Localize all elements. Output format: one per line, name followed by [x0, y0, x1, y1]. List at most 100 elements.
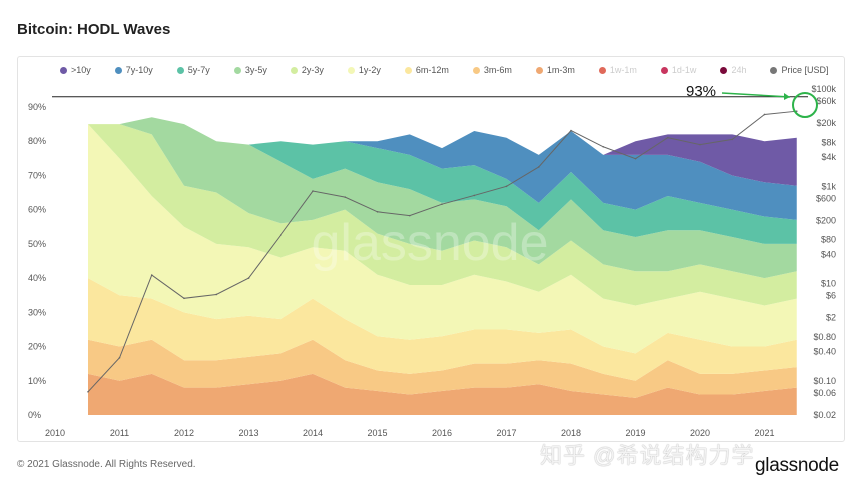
legend-item[interactable]: 1y-2y — [347, 65, 381, 75]
y-tick-label: 10% — [28, 376, 46, 386]
legend-swatch — [472, 66, 480, 74]
x-tick-label: 2014 — [303, 428, 323, 438]
legend-label: 1m-3m — [546, 65, 575, 75]
annotation-label: 93% — [686, 83, 716, 100]
legend-label: 1w-1m — [609, 65, 637, 75]
legend-item[interactable]: >10y — [60, 65, 91, 75]
price-point — [118, 356, 121, 359]
legend-item[interactable]: 3m-6m — [472, 65, 512, 75]
legend-swatch — [233, 66, 241, 74]
legend-swatch — [347, 66, 355, 74]
price-point — [344, 196, 347, 198]
area-2y-3y — [88, 124, 797, 306]
y2-tick-label: $600 — [816, 193, 836, 203]
area-1y-2y — [88, 124, 797, 354]
y2-tick-label: $80 — [821, 235, 836, 245]
y-tick-label: 90% — [28, 102, 46, 112]
legend-item[interactable]: 1d-1w — [660, 65, 697, 75]
legend-swatch — [114, 66, 122, 74]
legend-label: 1d-1w — [671, 65, 697, 75]
legend-item[interactable]: 2y-3y — [290, 65, 324, 75]
legend-label: Price [USD] — [781, 65, 829, 75]
price-point — [312, 190, 314, 192]
area-3m-6m — [88, 339, 797, 398]
price-point — [473, 194, 476, 197]
price-point — [634, 157, 637, 160]
legend-label: 3m-6m — [483, 65, 512, 75]
legend-item[interactable]: Price [USD] — [770, 65, 828, 75]
plot-watermark: glassnode — [311, 214, 548, 272]
legend-label: 1y-2y — [358, 65, 381, 75]
y2-tick-label: $10 — [821, 279, 836, 289]
price-point — [763, 113, 766, 116]
legend-item[interactable]: 1m-3m — [535, 65, 575, 75]
y2-tick-label: $6 — [826, 291, 836, 301]
legend-label: 7y-10y — [125, 65, 153, 75]
price-point — [408, 214, 411, 217]
legend-item[interactable]: 7y-10y — [114, 65, 153, 75]
legend-item[interactable]: 1w-1m — [598, 65, 637, 75]
y-tick-label: 50% — [28, 239, 46, 249]
x-tick-label: 2018 — [561, 428, 581, 438]
legend-swatch — [176, 66, 184, 74]
y2-tick-label: $1k — [821, 181, 836, 191]
chart-title: Bitcoin: HODL Waves — [17, 21, 171, 38]
legend-label: 5y-7y — [187, 65, 210, 75]
price-point — [602, 145, 605, 148]
legend-swatch — [404, 66, 412, 74]
legend: >10y 7y-10y 5y-7y 3y-5y 2y-3y 1y-2y 6m-12m 3m-6… — [60, 65, 852, 75]
y2-tick-label: $0.80 — [813, 332, 836, 342]
legend-label: 2y-3y — [301, 65, 324, 75]
area-5y-7y — [88, 117, 797, 244]
legend-swatch — [720, 66, 728, 74]
legend-swatch — [770, 66, 778, 74]
legend-label: >10y — [71, 65, 91, 75]
price-point — [215, 293, 218, 296]
x-tick-label: 2016 — [432, 428, 452, 438]
legend-swatch — [535, 66, 543, 74]
y-tick-label: 30% — [28, 307, 46, 317]
x-tick-label: 2015 — [367, 428, 387, 438]
y2-tick-label: $40 — [821, 249, 836, 259]
price-point — [441, 203, 443, 205]
area-3y-5y — [88, 117, 797, 279]
legend-item[interactable]: 6m-12m — [404, 65, 449, 75]
price-point — [731, 138, 734, 141]
legend-label: 24h — [731, 65, 747, 75]
x-tick-label: 2017 — [496, 428, 516, 438]
y2-tick-label: $200 — [816, 215, 836, 225]
legend-swatch — [660, 66, 668, 74]
y2-tick-label: $2 — [826, 313, 836, 323]
y2-tick-label: $100k — [811, 84, 836, 94]
annotation-arrow — [721, 92, 791, 98]
x-tick-label: 2021 — [754, 428, 774, 438]
copyright: © 2021 Glassnode. All Rights Reserved. — [17, 459, 196, 470]
y-tick-label: 0% — [28, 410, 41, 420]
price-point — [279, 234, 282, 236]
y2-tick-label: $20k — [816, 118, 836, 128]
legend-item[interactable]: 5y-7y — [176, 65, 210, 75]
legend-label: 6m-12m — [415, 65, 449, 75]
price-point — [537, 166, 540, 168]
y-tick-label: 40% — [28, 273, 46, 283]
annotation-circle — [792, 92, 818, 118]
legend-item[interactable]: 24h — [720, 65, 746, 75]
area-6m-12m — [88, 278, 797, 381]
area-1m-3m — [88, 373, 797, 415]
x-tick-label: 2013 — [238, 428, 258, 438]
y2-tick-label: $0.06 — [813, 388, 836, 398]
price-point — [505, 185, 508, 188]
x-tick-label: 2020 — [690, 428, 710, 438]
y-tick-label: 60% — [28, 205, 46, 215]
legend-label: 3y-5y — [244, 65, 267, 75]
legend-item[interactable]: 3y-5y — [233, 65, 267, 75]
price-point — [150, 274, 153, 276]
price-point — [570, 129, 572, 132]
price-point — [699, 143, 701, 146]
legend-swatch — [598, 66, 606, 74]
y2-tick-label: $4k — [821, 152, 836, 162]
zhihu-watermark: 知乎 @希说结构力学 — [540, 443, 755, 468]
y-tick-label: 80% — [28, 136, 46, 146]
area-7y-10y — [88, 117, 797, 220]
